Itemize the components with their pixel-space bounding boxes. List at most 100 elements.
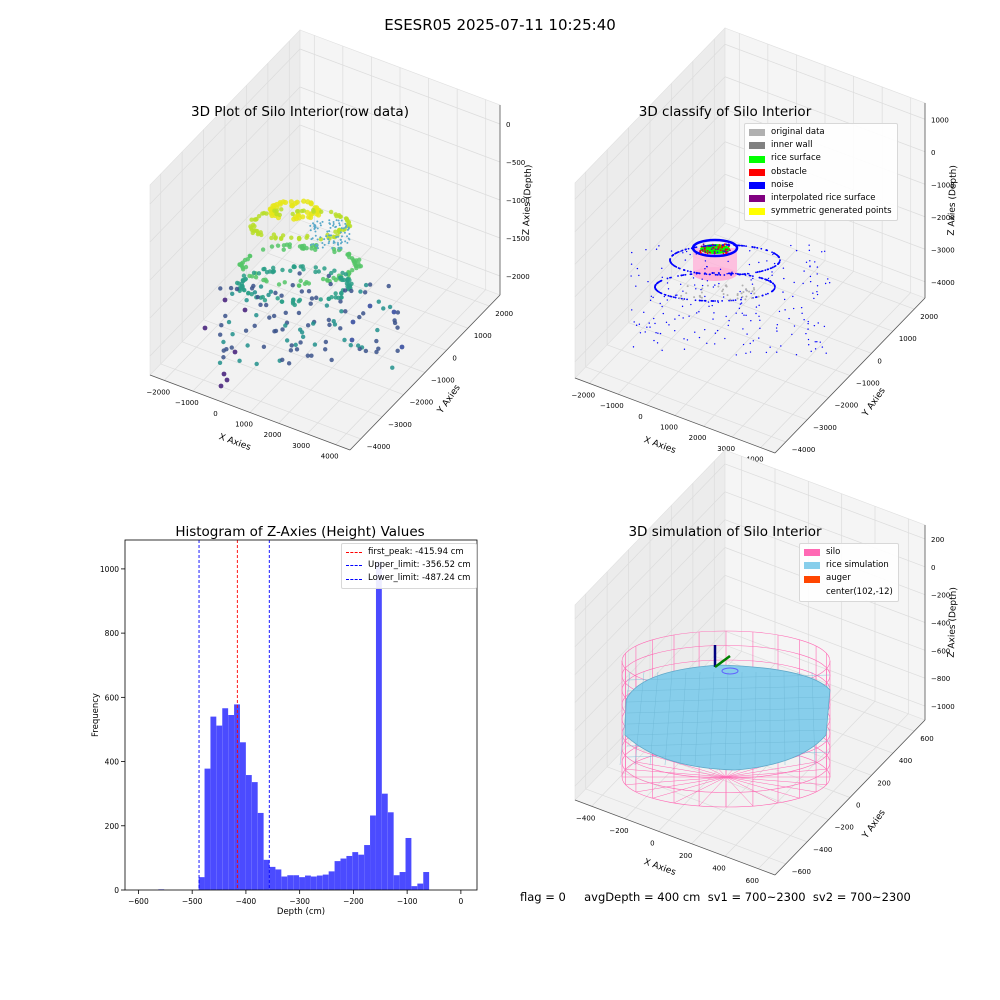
data-point [222,297,228,303]
legend-entry-silo: silo [804,546,893,559]
data-point [232,349,238,355]
noise-point [694,331,696,333]
noise-point [661,267,663,270]
silo-spoke [725,776,827,786]
data-point [288,199,294,205]
noise-point [701,299,704,302]
data-point [340,219,343,222]
noise-point [654,284,657,287]
original-point [742,290,745,293]
histogram-bar [281,876,288,890]
data-point [712,246,714,249]
data-point [253,275,259,280]
noise-point [690,270,692,273]
data-point [367,303,373,309]
figure-suptitle: ESESR05 2025-07-11 10:25:40 [384,16,616,34]
data-point [331,247,334,250]
x-tick-label: 200 [679,852,692,860]
noise-point [771,282,774,285]
data-point [301,208,306,213]
grid-line [574,206,726,362]
data-point [322,266,327,271]
noise-point [749,250,751,252]
x-tick-label: 4000 [746,456,764,464]
plot4-axes [574,449,926,876]
histogram-bar [375,561,382,890]
noise-point [752,340,755,342]
data-point [221,371,227,377]
data-point [319,209,324,215]
original-point [721,290,724,293]
original-point [752,286,755,289]
noise-ring [691,238,739,258]
noise-point [702,245,705,248]
noise-point [762,277,764,280]
noise-point [776,324,779,326]
noise-point [677,275,679,277]
data-point [279,299,285,304]
noise-point [672,296,675,299]
data-point [223,313,228,319]
data-point [706,252,709,255]
noise-point [725,315,727,318]
noise-point [695,288,697,290]
noise-point [631,309,633,311]
noise-point [803,270,805,272]
legend-line [346,552,362,554]
x-axis-line [149,374,351,451]
noise-point [710,244,712,247]
silo-spoke [652,776,727,799]
noise-point [667,288,670,290]
data-point [395,310,401,315]
data-point [702,243,705,246]
noise-point [630,275,632,277]
data-point [339,231,342,234]
data-point [335,236,338,239]
noise-point [683,348,686,350]
noise-point [682,274,685,276]
rice-mesh [626,751,831,758]
noise-point [683,269,685,271]
noise-point [808,244,810,246]
noise-point [722,244,724,246]
original-point [725,284,728,287]
noise-point [659,302,661,305]
noise-point [739,273,741,276]
grid-line [574,519,726,675]
data-point [305,233,310,239]
original-point [693,296,696,299]
original-point [745,295,748,298]
data-point [324,303,330,308]
noise-point [795,249,798,252]
noise-point [778,256,781,259]
legend-swatch [804,549,820,557]
x-tick-label: 2000 [689,434,707,442]
data-point [294,347,300,352]
rice-mesh [619,671,631,766]
y-axis-label: Y Axies [860,386,888,419]
x-axis-line [574,377,776,454]
noise-point [707,244,709,247]
noise-point [778,310,781,313]
original-point [741,284,744,287]
noise-point [750,320,752,322]
data-point [338,222,341,225]
legend-entry-original-data: original data [749,126,892,139]
noise-point [685,250,688,253]
noise-point [740,302,743,304]
histogram-bar [299,877,305,890]
data-point [721,246,724,249]
noise-point [788,317,790,320]
silo-spoke [725,776,779,804]
legend-entry-interpolated: interpolated rice surface [749,192,892,205]
data-point [240,267,246,272]
legend-swatch [749,168,765,176]
original-point [680,294,683,297]
data-point [331,275,336,281]
y-axis-line [774,297,926,454]
data-point [322,347,328,352]
data-point [305,199,311,205]
data-point [318,297,323,302]
data-point [367,282,373,287]
data-point [230,331,235,337]
